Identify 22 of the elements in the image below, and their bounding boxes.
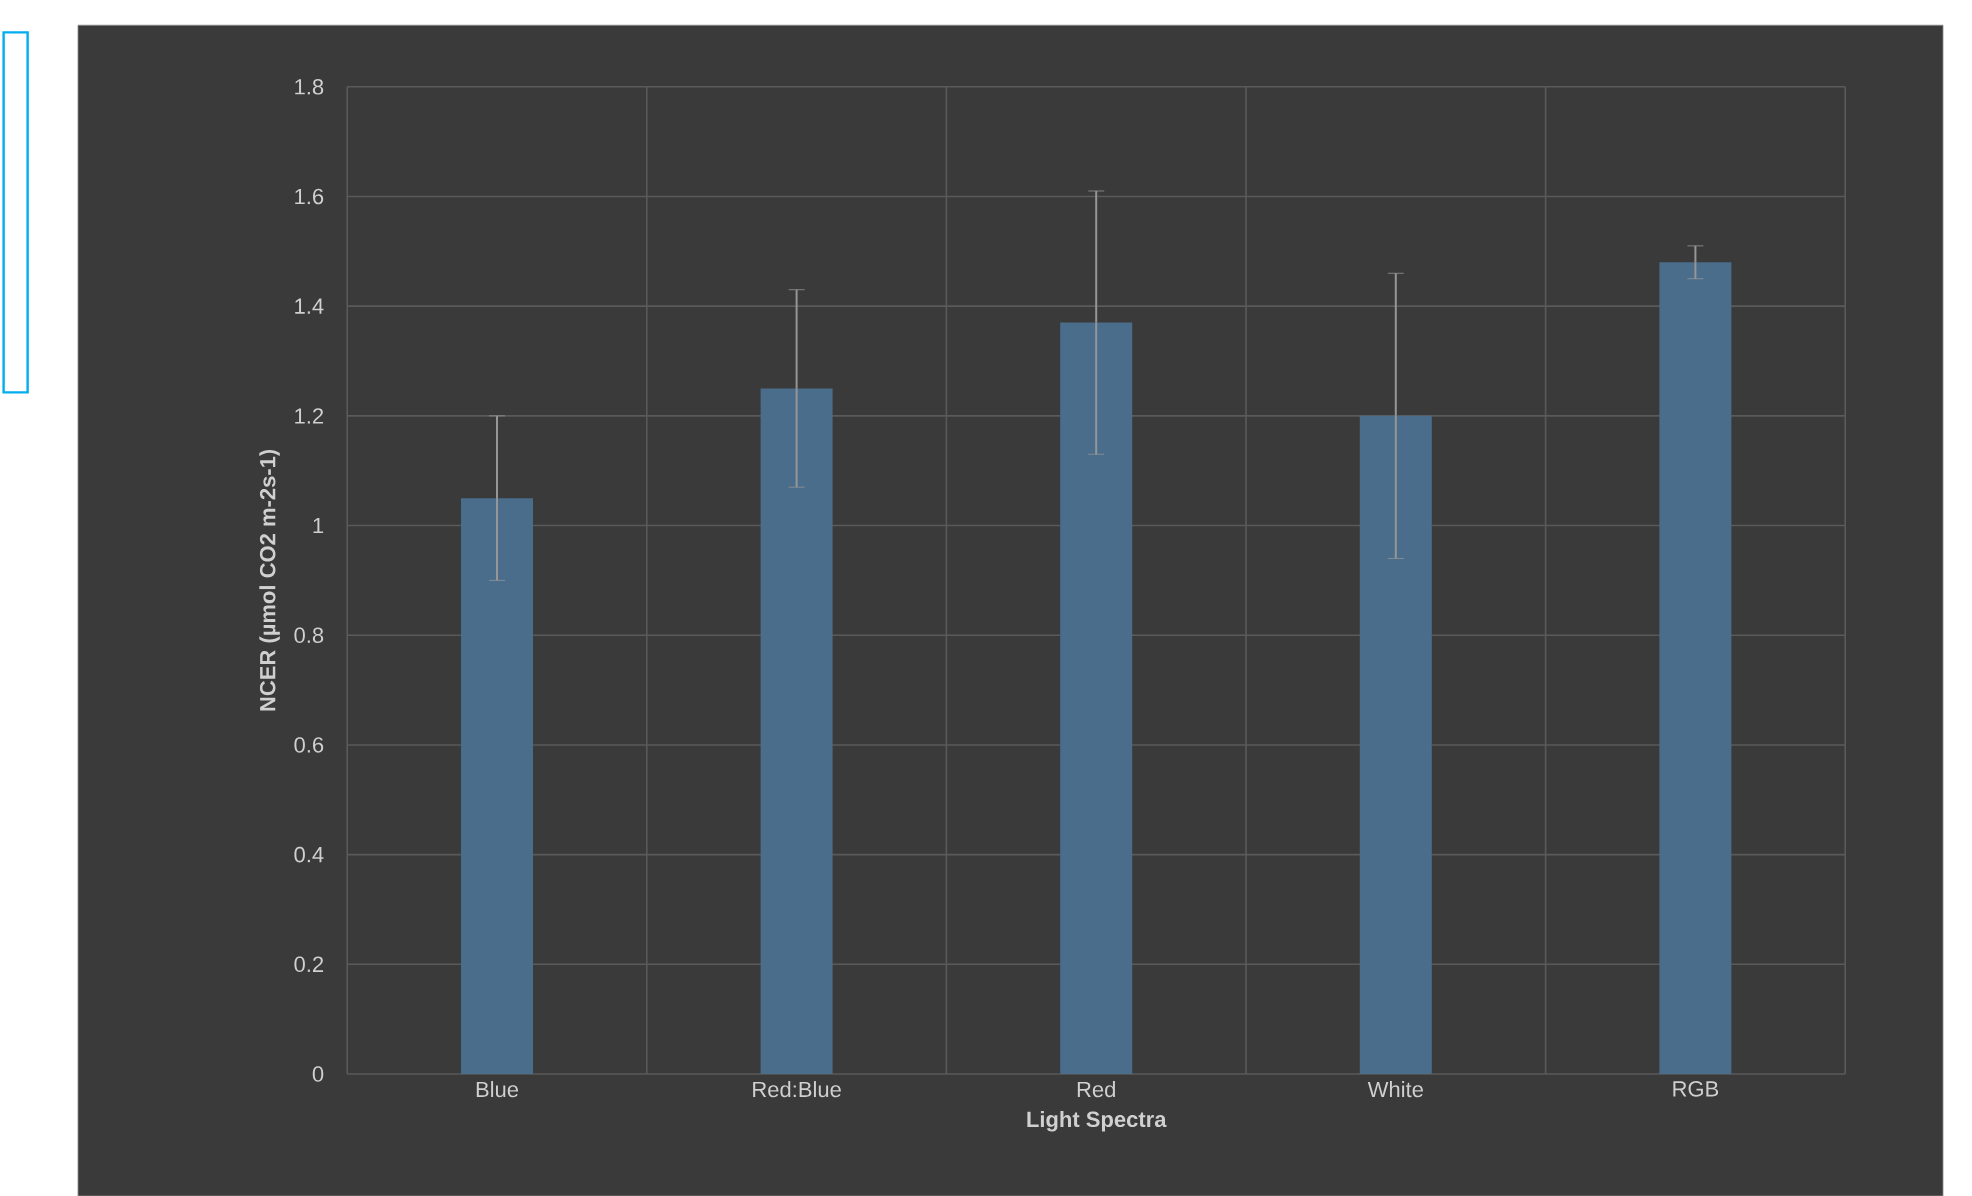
y-tick-label: 1 <box>313 517 324 533</box>
x-axis-title: Light Spectra <box>1027 1110 1167 1132</box>
y-tick-label: 1.8 <box>295 78 324 95</box>
y-tick-label: 1.4 <box>295 298 324 314</box>
bar <box>1060 322 1133 1074</box>
y-tick-label: 1.2 <box>295 408 324 424</box>
bar <box>1359 415 1432 1074</box>
x-tick-label: White <box>1367 1080 1423 1098</box>
y-tick-label: 0.4 <box>294 846 324 863</box>
x-tick-label: Red:Blue <box>753 1080 841 1098</box>
y-tick-label: 0.8 <box>294 627 324 643</box>
y-tick-label: 0 <box>312 1066 324 1082</box>
y-tick-label: 1.6 <box>295 188 324 205</box>
bar <box>760 388 833 1074</box>
x-tick-label: Blue <box>476 1080 519 1098</box>
y-tick-label: 0.2 <box>294 956 324 972</box>
x-tick-label: Red <box>1077 1080 1115 1098</box>
y-axis-title: NCER (µmol CO2 m-2s-1) <box>259 449 280 711</box>
x-tick-label: RGB <box>1673 1080 1719 1097</box>
y-tick-label: 0.6 <box>294 736 324 753</box>
bar <box>461 497 534 1074</box>
bar <box>1659 262 1732 1074</box>
